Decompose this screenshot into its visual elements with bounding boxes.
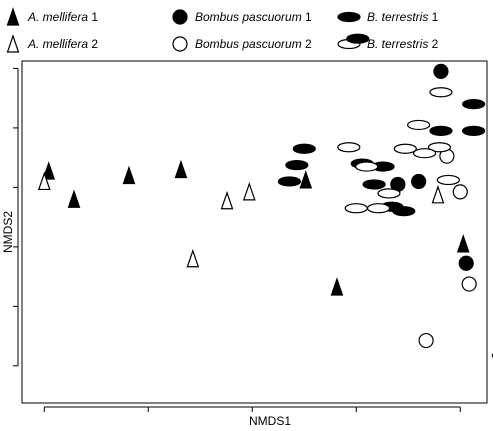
- ellipse-open-point: [377, 188, 401, 199]
- legend-item: B. terrestris 1: [337, 10, 439, 24]
- legend-label-group: 1: [302, 10, 312, 24]
- circle-open-point: [461, 276, 477, 292]
- legend-label: A. mellifera 2: [27, 37, 98, 51]
- legend-marker: [337, 11, 361, 23]
- legend-label-group: 1: [428, 10, 438, 24]
- circle-filled-point: [433, 63, 449, 80]
- legend-marker: [6, 7, 20, 26]
- legend-label-species: A. mellifera: [27, 10, 88, 24]
- ellipse-open-point: [407, 119, 431, 131]
- series-2: [37, 171, 445, 268]
- ellipse-filled-point: [277, 176, 302, 187]
- circle-open-point: [452, 184, 468, 200]
- circle-filled-point: [411, 173, 427, 190]
- legend-label-species: B. terrestris: [367, 10, 428, 24]
- x-axis-label: NMDS1: [249, 414, 291, 428]
- data-points: [37, 33, 493, 358]
- legend-label-species: Bombus pascuorum: [195, 37, 302, 51]
- legend-label-species: B. terrestris: [367, 37, 428, 51]
- legend-label: B. terrestris 2: [367, 37, 439, 51]
- triangle-open-point: [242, 182, 256, 201]
- ellipse-open-point: [429, 87, 453, 98]
- ellipse-filled-point: [362, 179, 386, 190]
- ellipse-open-point: [393, 143, 417, 154]
- ellipse-open-point: [344, 203, 368, 214]
- ellipse-open-point: [436, 174, 460, 186]
- ellipse-filled-point: [429, 125, 453, 136]
- axes: [13, 67, 461, 412]
- legend-item: A. mellifera 1: [6, 7, 98, 26]
- legend-label: Bombus pascuorum 1: [195, 10, 312, 24]
- legend-label-species: A. mellifera: [27, 37, 88, 51]
- triangle-filled-point: [299, 170, 313, 189]
- ellipse-open-point: [355, 161, 379, 172]
- circle-open-point: [418, 332, 434, 349]
- ellipse-open-point: [337, 142, 361, 153]
- series-4: [418, 148, 477, 349]
- triangle-open-point: [186, 248, 200, 268]
- legend-item: A. mellifera 2: [6, 34, 98, 53]
- triangle-open-point: [431, 184, 445, 204]
- circle-filled-point: [458, 255, 474, 271]
- series-6: [337, 87, 460, 214]
- legend-label: Bombus pascuorum 2: [195, 37, 312, 51]
- legend-label-group: 2: [428, 37, 438, 51]
- triangle-filled-point: [330, 277, 344, 296]
- legend-marker: [172, 9, 188, 25]
- legend-label-group: 2: [88, 37, 98, 51]
- triangle-open-point: [37, 171, 51, 191]
- legend-marker: [6, 34, 20, 53]
- ellipse-filled-point: [285, 159, 309, 171]
- triangle-filled-point: [42, 161, 56, 180]
- legend-item: Bombus pascuorum 2: [172, 36, 312, 52]
- triangle-filled-point: [456, 234, 470, 253]
- legend-label-group: 1: [88, 10, 98, 24]
- ellipse-open-point: [427, 142, 452, 153]
- ellipse-filled-point: [392, 206, 416, 217]
- plot-frame: [21, 60, 488, 404]
- triangle-filled-point: [67, 189, 81, 208]
- ellipse-filled-point: [462, 99, 486, 110]
- legend-label: B. terrestris 1: [367, 10, 439, 24]
- ellipse-filled-point: [292, 143, 316, 154]
- legend-item: Bombus pascuorum 1: [172, 9, 312, 25]
- triangle-open-point: [220, 190, 234, 210]
- legend-label: A. mellifera 1: [27, 10, 98, 24]
- legend-label-species: Bombus pascuorum: [195, 10, 302, 24]
- ellipse-open-point: [413, 148, 437, 159]
- ellipse-open-point: [366, 203, 391, 214]
- legend-label-group: 2: [302, 37, 312, 51]
- y-axis-label: NMDS2: [1, 211, 15, 253]
- ellipse-filled-point: [462, 125, 486, 136]
- legend-marker: [172, 36, 188, 52]
- series-1: [42, 159, 470, 296]
- ellipse-filled-point: [346, 33, 370, 44]
- triangle-filled-point: [122, 165, 136, 185]
- triangle-filled-point: [174, 159, 188, 179]
